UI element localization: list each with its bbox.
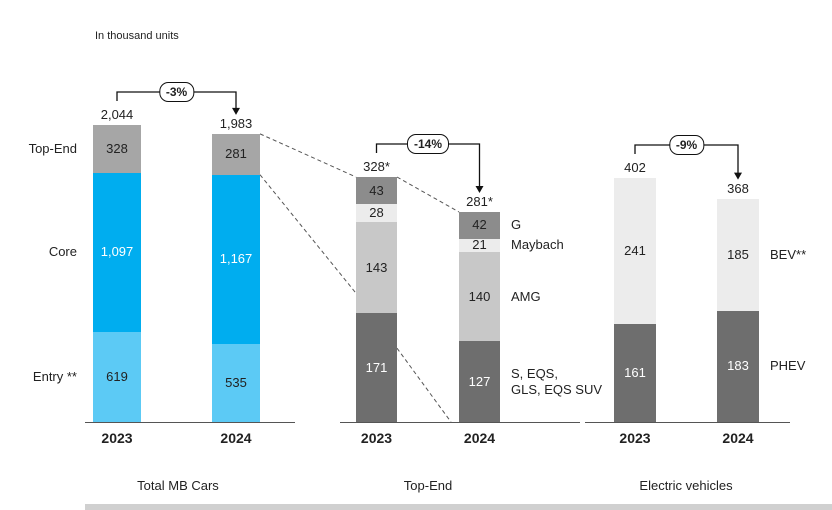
legend-label: G	[511, 217, 522, 233]
legend-label: BEV**	[770, 246, 807, 262]
bar-segment	[459, 252, 500, 342]
subtitle: In thousand units	[95, 30, 179, 42]
connector	[396, 347, 452, 423]
change-label: -14%	[406, 134, 450, 154]
data-label: 185	[727, 246, 749, 262]
chart-title: Total MB Cars	[137, 478, 219, 493]
data-label: 328	[106, 140, 128, 156]
total-label: 368	[727, 180, 749, 196]
x-tick-label: 2023	[360, 430, 393, 446]
data-label: 535	[225, 375, 247, 391]
total-label: 281*	[466, 194, 493, 209]
x-tick-label: 2023	[619, 430, 651, 446]
total-label: 328*	[363, 159, 390, 174]
bar-segment	[356, 177, 397, 205]
legend-label: PHEV	[770, 358, 806, 374]
connector	[259, 133, 357, 178]
data-label: 1,167	[219, 251, 253, 267]
x-tick-label: 2024	[722, 430, 754, 446]
data-label: 1,097	[100, 244, 134, 260]
arrow-head	[232, 107, 240, 115]
x-tick-label: 2024	[463, 430, 496, 446]
bar-segment	[356, 222, 397, 314]
legend-label: S, EQS, GLS, EQS SUV	[511, 365, 603, 397]
axis-line	[340, 422, 580, 423]
legend-label: Entry **	[32, 369, 77, 385]
bar-segment	[93, 125, 141, 173]
data-label: 143	[365, 259, 388, 275]
data-label: 183	[727, 358, 749, 374]
bar-segment	[459, 238, 500, 253]
data-label: 28	[369, 205, 384, 221]
bar-segment	[614, 324, 656, 422]
arrow-head	[734, 172, 742, 180]
footer-bar	[85, 504, 832, 510]
legend-label: Core	[48, 244, 77, 260]
bar-segment	[356, 204, 397, 223]
chart-title: Electric vehicles	[639, 478, 733, 493]
bar-segment	[459, 341, 500, 422]
data-label: 281	[225, 146, 247, 162]
axis-line	[85, 422, 295, 423]
data-label: 171	[365, 359, 388, 375]
arrow-head	[475, 186, 484, 193]
x-tick-label: 2024	[220, 430, 252, 446]
bar-segment	[459, 212, 500, 239]
bar-segment	[356, 313, 397, 422]
bar-segment	[212, 133, 260, 175]
data-label: 161	[624, 365, 646, 381]
total-label: 1,983	[219, 115, 253, 131]
axis-line	[585, 422, 790, 423]
bar-segment	[614, 178, 656, 325]
connector	[396, 176, 460, 213]
bar-segment	[93, 332, 141, 422]
data-label: 241	[624, 243, 646, 259]
bar-segment	[212, 344, 260, 422]
connector	[259, 174, 357, 294]
bar-segment	[717, 198, 759, 311]
bar-segment	[212, 174, 260, 345]
chart-title: Top-End	[403, 478, 453, 493]
total-label: 402	[624, 160, 646, 175]
legend-label: Top-End	[28, 140, 77, 156]
data-label: 21	[472, 237, 487, 253]
bar-segment	[717, 310, 759, 422]
data-label: 42	[472, 217, 487, 233]
bar-segment	[93, 172, 141, 333]
change-label: -9%	[668, 135, 705, 155]
total-label: 2,044	[100, 107, 134, 122]
data-label: 43	[369, 182, 384, 198]
data-label: 127	[468, 373, 491, 389]
data-label: 140	[468, 288, 491, 304]
change-label: -3%	[158, 82, 195, 102]
data-label: 619	[106, 369, 128, 385]
legend-label: AMG	[511, 288, 541, 304]
legend-label: Maybach	[511, 237, 564, 253]
x-tick-label: 2023	[101, 430, 133, 446]
